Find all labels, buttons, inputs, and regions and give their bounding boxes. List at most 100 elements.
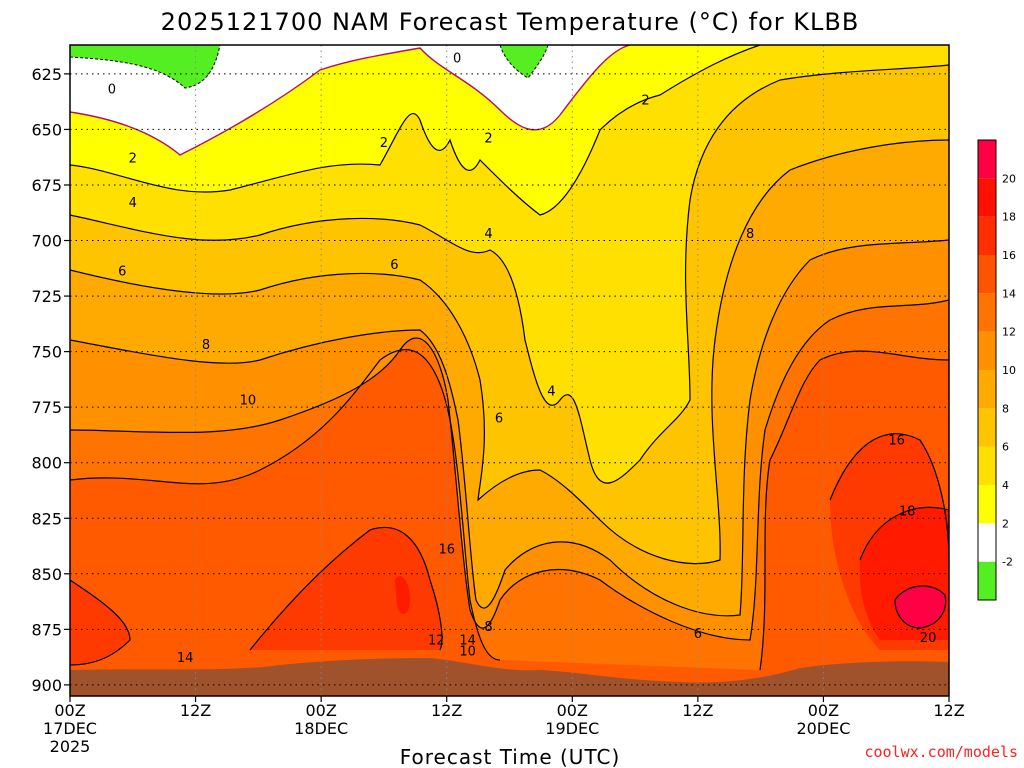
colorbar-swatch — [978, 446, 996, 485]
contour-label: 12 — [428, 633, 445, 648]
isotherm-8 — [70, 239, 949, 617]
x-tick-date-label: 19DEC — [545, 719, 599, 738]
x-tick-label: 12Z — [682, 701, 713, 720]
x-tick-label: 00Z — [54, 701, 85, 720]
colorbar-label: 8 — [1002, 402, 1009, 415]
isotherm-minus2-a — [70, 45, 221, 89]
contour-label: 8 — [484, 620, 492, 635]
contour-label: 2 — [484, 131, 492, 146]
contour-label: 20 — [920, 631, 937, 646]
isotherm-2 — [70, 45, 761, 216]
y-tick-label: 750 — [31, 343, 62, 362]
colorbar-swatch — [978, 370, 996, 409]
x-tick-label: 00Z — [305, 701, 336, 720]
colorbar-label: 16 — [1002, 249, 1016, 262]
isotherm-lines — [70, 45, 949, 671]
isotherm-16 — [829, 433, 949, 561]
plot-area — [70, 45, 949, 696]
isotherm-14 — [70, 526, 443, 666]
colorbar-swatch — [978, 140, 996, 179]
y-tick-label: 675 — [31, 176, 62, 195]
x-tick-label: 00Z — [808, 701, 839, 720]
band-below-minus2c — [70, 45, 220, 88]
contour-label: 4 — [484, 227, 492, 242]
grid-lines — [70, 45, 949, 696]
contour-label: 16 — [438, 542, 455, 557]
terrain-surface — [70, 658, 949, 696]
contour-label: 2 — [129, 151, 137, 166]
contour-label: 8 — [202, 338, 210, 353]
y-tick-label: 775 — [31, 398, 62, 417]
isotherm-12 — [70, 349, 949, 671]
colorbar-label: 18 — [1002, 211, 1016, 224]
minus2-lines — [70, 45, 549, 89]
colorbar-label: 6 — [1002, 441, 1009, 454]
contour-label: 6 — [118, 265, 126, 280]
contour-label: 14 — [459, 633, 476, 648]
band-14c-west — [70, 580, 130, 665]
colorbar-swatch — [978, 255, 996, 294]
y-tick-label: 900 — [31, 676, 62, 695]
x-tick-date-label: 20DEC — [796, 719, 850, 738]
y-tick-label: 625 — [31, 65, 62, 84]
contour-label: 2 — [641, 94, 649, 109]
y-tick-label: 875 — [31, 620, 62, 639]
contour-label: 4 — [547, 385, 555, 400]
colorbar-swatch — [978, 408, 996, 447]
freezing-lines — [70, 45, 631, 156]
colorbar-swatch — [978, 485, 996, 524]
colorbar-swatch — [978, 331, 996, 370]
x-tick-label: 12Z — [431, 701, 462, 720]
plot-frame — [69, 44, 950, 697]
colorbar: -2 2 4 6 8 10 12 14 16 18 20 — [977, 139, 1016, 601]
x-tick-label: 12Z — [933, 701, 964, 720]
x-tick-label: 12Z — [180, 701, 211, 720]
colorbar-label: 12 — [1002, 326, 1016, 339]
credit-text: coolwx.com/models — [864, 743, 1018, 761]
contour-label: 2 — [380, 136, 388, 151]
contour-label: 8 — [746, 227, 754, 242]
y-tick-label: 650 — [31, 120, 62, 139]
band-18c-mid — [395, 576, 410, 615]
contour-label: 16 — [888, 433, 905, 448]
band-below-minus2c-b — [500, 45, 548, 78]
colorbar-swatch — [978, 178, 996, 217]
colorbar-label: 2 — [1002, 517, 1009, 530]
contour-label: 4 — [129, 196, 137, 211]
isotherm-10 — [70, 299, 949, 641]
contour-label: 0 — [108, 82, 116, 97]
x-tick-date-label: 17DEC — [43, 719, 97, 738]
contour-label: 10 — [459, 645, 476, 660]
colorbar-label: 4 — [1002, 479, 1009, 492]
isotherm-18 — [859, 506, 949, 561]
contour-label: 0 — [453, 51, 461, 66]
x-tick-date-label: 18DEC — [294, 719, 348, 738]
y-tick-label: 825 — [31, 509, 62, 528]
x-tick-date-label: 2025 — [50, 737, 91, 756]
y-tick-label: 725 — [31, 287, 62, 306]
isotherm-4 — [70, 64, 949, 484]
colorbar-swatch — [978, 293, 996, 332]
contour-label: 18 — [899, 505, 916, 520]
chart-title: 2025121700 NAM Forecast Temperature (°C)… — [161, 8, 860, 36]
colorbar-label: 20 — [1002, 172, 1016, 185]
band-20c-east — [895, 585, 946, 628]
colorbar-swatch — [978, 216, 996, 255]
colorbar-swatch — [978, 561, 996, 600]
y-tick-label: 800 — [31, 454, 62, 473]
contour-labels: 0 0 2 2 2 2 4 4 6 6 6 6 4 8 8 10 10 12 14 14 8 16 16 18 20 — [108, 51, 937, 666]
contour-label: 6 — [694, 627, 702, 642]
isotherm-6 — [70, 139, 949, 565]
contour-label: 6 — [390, 258, 398, 273]
y-axis: 625 650 675 700 725 750 775 800 825 850 875 900 — [31, 65, 70, 695]
colorbar-label: 14 — [1002, 287, 1016, 300]
y-tick-label: 700 — [31, 232, 62, 251]
band-14c-mid — [250, 527, 442, 650]
colorbar-label: -2 — [1002, 556, 1013, 569]
contour-label: 14 — [177, 651, 194, 666]
contour-label: 6 — [495, 411, 503, 426]
colorbar-swatch — [978, 523, 996, 562]
isotherm-0 — [70, 45, 631, 156]
